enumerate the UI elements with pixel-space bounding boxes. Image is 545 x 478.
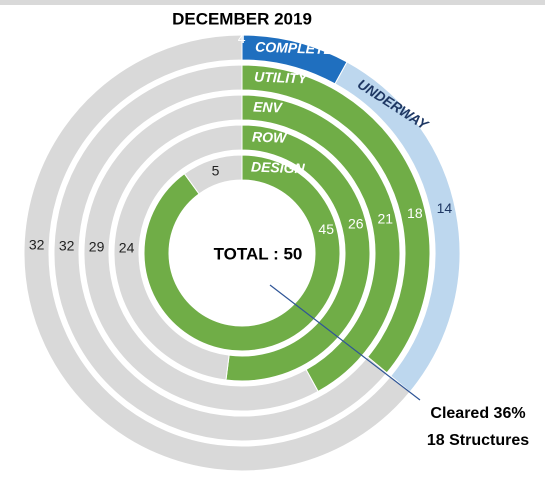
segment-name: UTILITY	[254, 69, 309, 87]
value-label: 24	[119, 240, 135, 256]
value-label: 21	[378, 210, 394, 226]
value-label: 18	[407, 205, 423, 221]
value-label: 32	[29, 237, 45, 253]
segment-name: ROW	[252, 128, 289, 145]
segment-name: ENV	[253, 99, 284, 116]
ring-segment	[53, 64, 388, 442]
chart-title: DECEMBER 2019	[172, 9, 312, 28]
ring-segment	[183, 154, 243, 195]
annotation-line	[269, 284, 421, 401]
ring-segment	[225, 124, 371, 382]
ring-segment	[83, 94, 319, 412]
value-label: 32	[59, 238, 75, 254]
value-label: 4	[238, 30, 246, 46]
value-label: 5	[212, 162, 220, 178]
center-label: TOTAL : 50	[214, 244, 303, 263]
ring-segment	[113, 124, 243, 381]
segment-name: DESIGN	[251, 158, 306, 176]
value-label: 45	[318, 221, 334, 237]
segment-name: COMPLETE	[255, 39, 334, 58]
ring-segment	[143, 154, 341, 352]
value-label: 14	[437, 200, 453, 216]
annotation-text: 18 Structures	[427, 432, 529, 449]
value-label: 26	[348, 216, 364, 232]
ring-segment	[23, 34, 411, 472]
annotation-text: Cleared 36%	[430, 405, 525, 422]
value-label: 29	[89, 239, 105, 255]
top-strip	[0, 0, 545, 5]
